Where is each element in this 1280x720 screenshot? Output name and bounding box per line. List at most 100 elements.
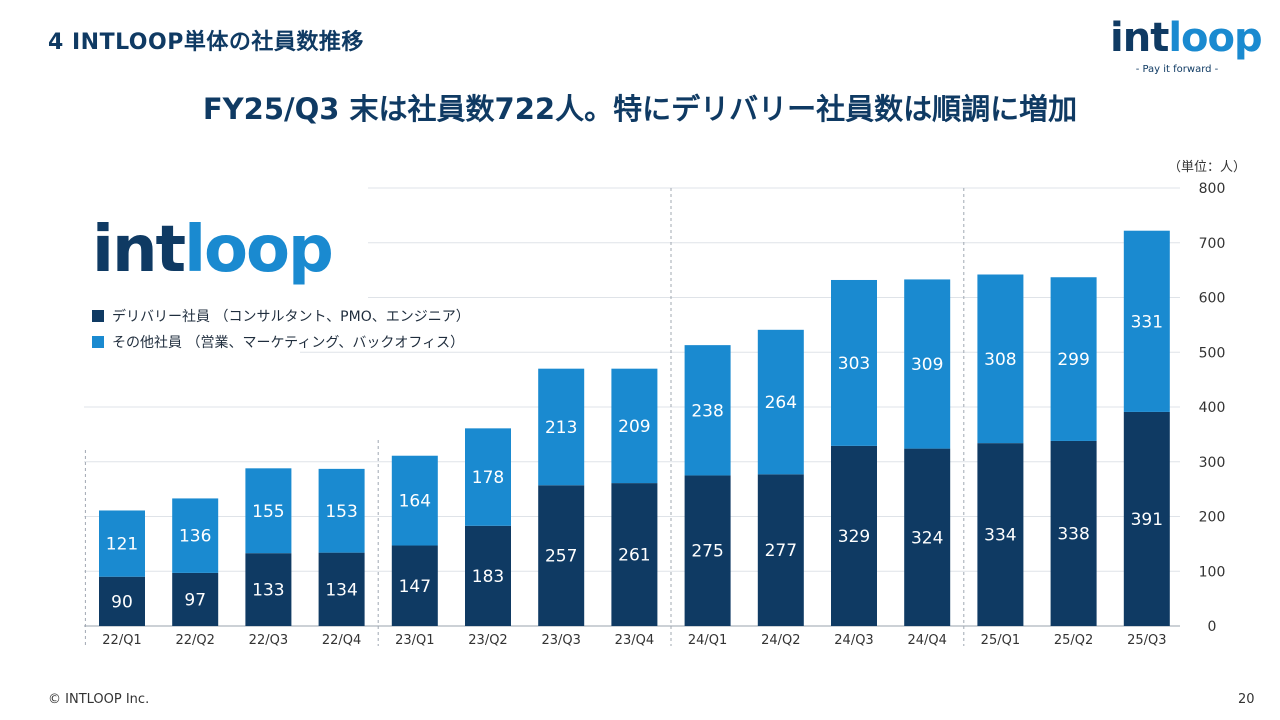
- unit-label: （単位：人）: [1168, 160, 1247, 175]
- bar-other: [1050, 277, 1097, 441]
- bar-other: [245, 468, 292, 554]
- data-label-other: 164: [399, 492, 431, 512]
- y-tick-label: 400: [1199, 400, 1226, 416]
- data-label-delivery: 90: [111, 592, 133, 612]
- x-tick-label: 24/Q1: [688, 633, 727, 648]
- bar-other: [172, 498, 219, 573]
- data-label-delivery: 257: [545, 547, 577, 567]
- logo-word-int: int: [1110, 15, 1169, 61]
- data-label-other: 299: [1057, 350, 1089, 370]
- legend-swatch-other: [92, 336, 104, 348]
- logo-word-loop: loop: [1168, 15, 1262, 61]
- data-label-delivery: 134: [325, 580, 357, 600]
- data-label-other: 238: [691, 401, 723, 421]
- copyright: © INTLOOP Inc.: [48, 692, 150, 707]
- chart-logo: intloop: [92, 210, 334, 290]
- bar-delivery: [977, 443, 1024, 626]
- data-label-other: 303: [838, 354, 870, 374]
- chart-logo-int: int: [92, 213, 186, 287]
- bar-delivery: [99, 576, 145, 626]
- data-label-delivery: 324: [911, 528, 943, 548]
- y-tick-label: 100: [1199, 564, 1226, 580]
- bar-other: [1123, 230, 1170, 412]
- x-tick-label: 22/Q3: [249, 633, 288, 648]
- bar-other: [391, 455, 438, 546]
- data-labels-layer: 90 121 97 136 133 155 134 153 147 164 183 178 257 213…: [106, 312, 1163, 612]
- axis-layer: 0 100 200 300 400 500 600 700 800 22/Q1 22/Q2 22/Q3…: [102, 181, 1225, 648]
- data-label-delivery: 147: [399, 577, 431, 597]
- data-label-other: 264: [765, 393, 797, 413]
- y-tick-label: 600: [1199, 291, 1226, 307]
- data-label-delivery: 391: [1131, 510, 1163, 530]
- bar-delivery: [1050, 440, 1097, 626]
- y-tick-label: 200: [1199, 510, 1226, 526]
- bar-delivery: [831, 445, 877, 626]
- section-title: 4 INTLOOP単体の社員数推移: [48, 30, 364, 55]
- x-tick-label: 25/Q3: [1127, 633, 1166, 648]
- bar-other: [99, 510, 145, 577]
- bar-other: [465, 428, 511, 526]
- bar-delivery: [465, 525, 511, 626]
- x-tick-label: 23/Q1: [395, 633, 434, 648]
- logo-tagline: - Pay it forward -: [1135, 64, 1219, 75]
- bar-delivery: [611, 483, 658, 626]
- x-tick-label: 24/Q2: [761, 633, 800, 648]
- y-tick-label: 500: [1199, 345, 1226, 361]
- bar-other: [318, 468, 365, 553]
- x-tick-label: 22/Q4: [322, 633, 361, 648]
- data-label-delivery: 334: [984, 526, 1016, 546]
- chart-legend: デリバリー社員 （コンサルタント、PMO、エンジニア） その他社員 （営業、マー…: [92, 303, 470, 355]
- bar-other: [904, 279, 951, 449]
- bar-other: [684, 345, 731, 476]
- legend-label-other: その他社員 （営業、マーケティング、バックオフィス）: [112, 335, 465, 351]
- legend-swatch-delivery: [92, 310, 104, 322]
- data-label-other: 308: [984, 350, 1016, 370]
- x-tick-label: 23/Q3: [541, 633, 580, 648]
- header-logo-wordmark: intloop: [1110, 12, 1263, 64]
- data-label-delivery: 275: [691, 542, 723, 562]
- bar-other: [977, 274, 1024, 444]
- data-label-other: 136: [179, 527, 211, 547]
- bar-delivery: [318, 552, 365, 626]
- x-tick-label: 25/Q1: [981, 633, 1020, 648]
- bar-other: [757, 329, 804, 475]
- data-label-other: 331: [1131, 312, 1163, 332]
- bar-other: [538, 368, 585, 486]
- bar-delivery: [391, 545, 438, 626]
- y-tick-label: 0: [1208, 619, 1217, 635]
- x-tick-label: 23/Q4: [615, 633, 654, 648]
- data-label-delivery: 183: [472, 567, 504, 587]
- bar-delivery: [904, 448, 951, 626]
- y-tick-label: 300: [1199, 455, 1226, 471]
- data-label-delivery: 277: [765, 541, 797, 561]
- bar-delivery: [757, 474, 804, 626]
- data-label-other: 153: [325, 502, 357, 522]
- bar-delivery: [684, 475, 731, 626]
- y-tick-label: 700: [1199, 236, 1226, 252]
- bar-delivery: [1123, 411, 1170, 626]
- bar-other: [831, 279, 877, 446]
- data-label-delivery: 329: [838, 527, 870, 547]
- data-label-other: 213: [545, 418, 577, 438]
- bar-other: [611, 368, 658, 484]
- x-tick-label: 24/Q3: [834, 633, 873, 648]
- bars-layer: [99, 230, 1170, 626]
- data-label-other: 178: [472, 468, 504, 488]
- chart-logo-loop: loop: [184, 213, 334, 287]
- x-tick-label: 25/Q2: [1054, 633, 1093, 648]
- data-label-delivery: 97: [184, 590, 206, 610]
- page-headline: FY25/Q3 末は社員数722人。特にデリバリー社員数は順調に増加: [202, 92, 1078, 126]
- data-label-other: 155: [252, 502, 284, 522]
- x-tick-label: 22/Q2: [175, 633, 214, 648]
- x-tick-label: 24/Q4: [907, 633, 946, 648]
- data-label-other: 121: [106, 535, 138, 555]
- data-label-delivery: 338: [1057, 524, 1089, 544]
- year-separators: [84, 188, 965, 646]
- bar-delivery: [245, 553, 292, 626]
- bar-delivery: [538, 485, 585, 626]
- x-tick-label: 22/Q1: [102, 633, 141, 648]
- x-tick-label: 23/Q2: [468, 633, 507, 648]
- legend-label-delivery: デリバリー社員 （コンサルタント、PMO、エンジニア）: [112, 309, 470, 325]
- header-logo: intloop - Pay it forward -: [1106, 15, 1263, 82]
